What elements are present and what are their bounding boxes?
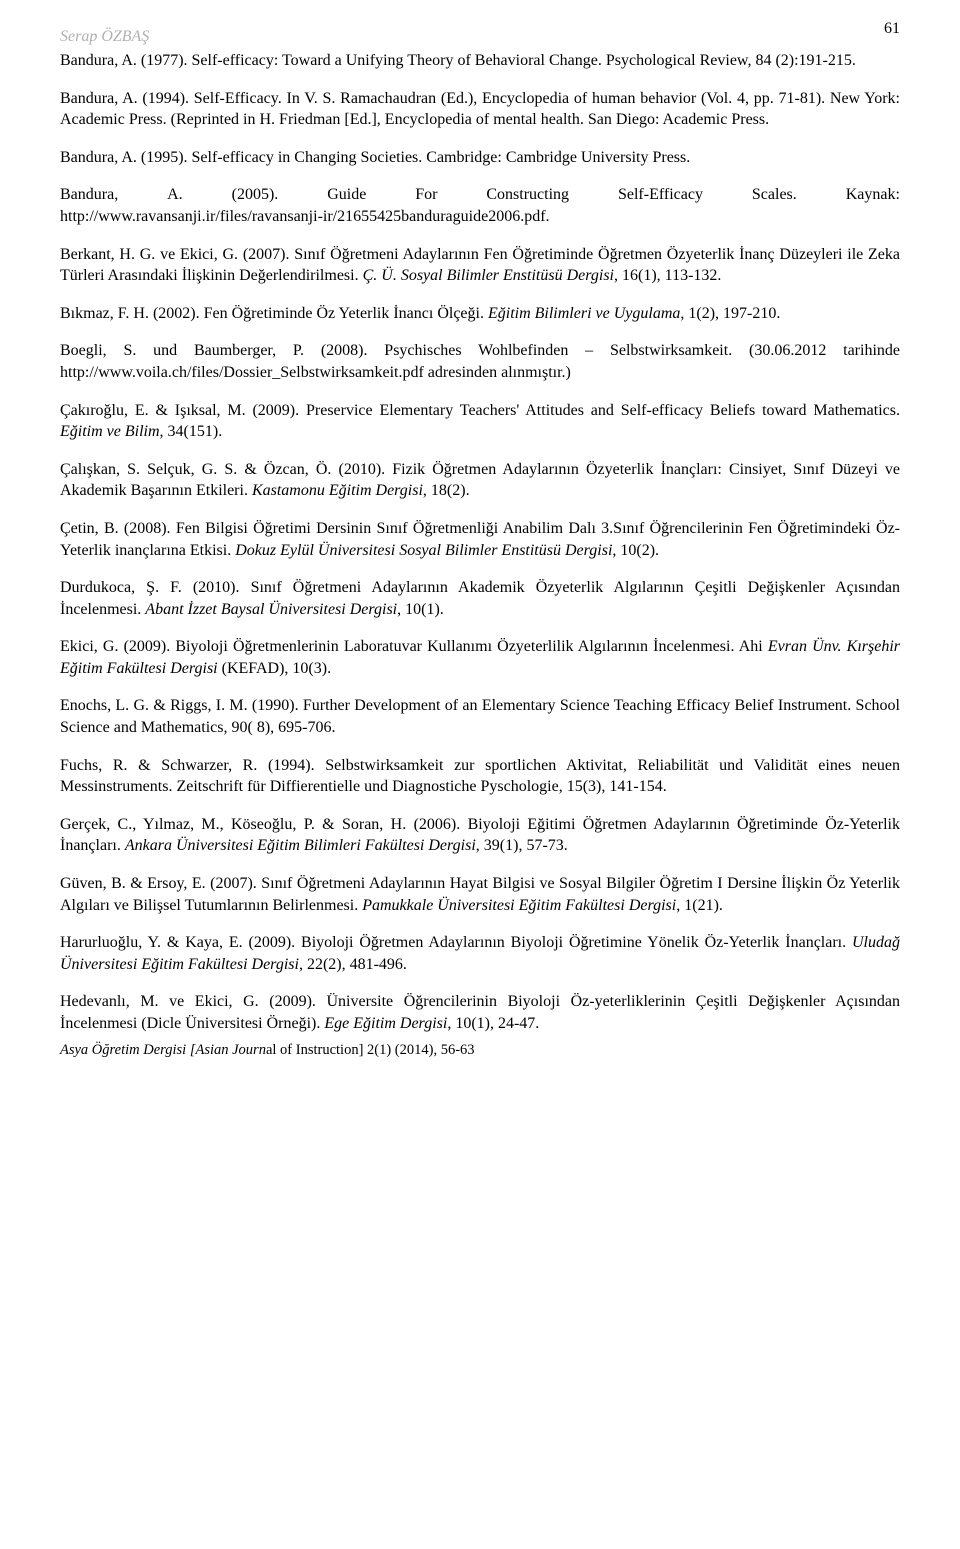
reference-entry: Bandura, A. (1977). Self-efficacy: Towar… [60,50,900,72]
reference-spread-line: Bandura, A. (2005). Guide For Constructing Sel… [60,184,900,206]
reference-word: A. [167,184,183,206]
reference-italic: Ankara Üniversitesi Eğitim Bilimleri Fak… [125,837,476,854]
reference-italic: Dokuz Eylül Üniversitesi Sosyal Bilimler… [235,542,612,559]
reference-text: Çakıroğlu, E. & Işıksal, M. (2009). Pres… [60,402,900,419]
reference-word: Guide [327,184,366,206]
reference-text: Ahi [739,638,768,655]
reference-text: Harurluoğlu, Y. & Kaya, E. (2009). Biyol… [60,934,852,951]
reference-text: , 10(1), 24-47. [447,1015,539,1032]
reference-text: , 34(151). [160,423,223,440]
reference-text: (KEFAD), 10(3). [218,660,331,677]
reference-entry: Enochs, L. G. & Riggs, I. M. (1990). Fur… [60,695,900,738]
reference-italic: Ege Eğitim Dergisi [324,1015,447,1032]
reference-entry: Güven, B. & Ersoy, E. (2007). Sınıf Öğre… [60,873,900,916]
reference-entry: Çakıroğlu, E. & Işıksal, M. (2009). Pres… [60,400,900,443]
reference-entry: Bandura, A. (1994). Self-Efficacy. In V.… [60,88,900,131]
reference-italic: Ç. Ü. Sosyal Bilimler Enstitüsü Dergisi [363,267,614,284]
reference-text: Bandura, A. (1995). Self-efficacy in Cha… [60,149,690,166]
reference-italic: Kastamonu Eğitim Dergisi [252,482,423,499]
reference-entry: Çetin, B. (2008). Fen Bilgisi Öğretimi D… [60,518,900,561]
reference-text: , 39(1), 57-73. [476,837,568,854]
reference-word: (2005). [232,184,279,206]
reference-entry: Hedevanlı, M. ve Ekici, G. (2009). Ünive… [60,991,900,1034]
reference-text: , 10(2). [612,542,659,559]
reference-text: Ekici, G. (2009). Biyoloji Öğretmenlerin… [60,638,739,655]
page-number: 61 [884,20,900,38]
reference-text: Boegli, S. und Baumberger, P. (2008). Ps… [60,342,900,381]
reference-word: Self-Efficacy [618,184,703,206]
footer-plain: al of Instruction] 2(1) (2014), 56-63 [266,1042,475,1058]
reference-word: Kaynak: [846,184,900,206]
reference-entry: Bandura, A. (1995). Self-efficacy in Cha… [60,147,900,169]
reference-text: Bandura, A. (1994). Self-Efficacy. In V.… [60,90,900,129]
reference-word: Scales. [752,184,797,206]
reference-text: , 1(2), 197-210. [680,305,780,322]
footer-journal: Asya Öğretim Dergisi [Asian Journal of I… [60,1042,475,1059]
reference-entry: Bıkmaz, F. H. (2002). Fen Öğretiminde Öz… [60,303,900,325]
reference-text: , 22(2), 481-496. [299,956,407,973]
reference-entry: Harurluoğlu, Y. & Kaya, E. (2009). Biyol… [60,932,900,975]
footer-italic: Asya Öğretim Dergisi [Asian Journ [60,1042,266,1058]
reference-text: Fuchs, R. & Schwarzer, R. (1994). Selbst… [60,757,900,796]
reference-italic: Eğitim Bilimleri ve Uygulama [488,305,680,322]
reference-text: http://www.ravansanji.ir/files/ravansanj… [60,208,550,225]
reference-italic: Eğitim ve Bilim [60,423,160,440]
reference-entry: Fuchs, R. & Schwarzer, R. (1994). Selbst… [60,755,900,798]
reference-entry: Boegli, S. und Baumberger, P. (2008). Ps… [60,340,900,383]
references-list: Bandura, A. (1977). Self-efficacy: Towar… [60,50,900,1035]
reference-text: Enochs, L. G. & Riggs, I. M. (1990). Fur… [60,697,900,736]
reference-text: , 1(21). [676,897,723,914]
reference-text: , 18(2). [423,482,470,499]
reference-entry: Durdukoca, Ş. F. (2010). Sınıf Öğretmeni… [60,577,900,620]
reference-entry: Berkant, H. G. ve Ekici, G. (2007). Sını… [60,244,900,287]
reference-entry: Gerçek, C., Yılmaz, M., Köseoğlu, P. & S… [60,814,900,857]
reference-italic: Abant İzzet Baysal Üniversitesi Dergisi [145,601,397,618]
reference-word: Constructing [486,184,569,206]
reference-text: Bıkmaz, F. H. (2002). Fen Öğretiminde Öz… [60,305,488,322]
reference-text: , 16(1), 113-132. [614,267,721,284]
reference-entry: Ekici, G. (2009). Biyoloji Öğretmenlerin… [60,636,900,679]
reference-word: Bandura, [60,184,118,206]
reference-text: Çalışkan, S. Selçuk, G. S. & Özcan, Ö. (… [60,461,900,500]
reference-entry: Çalışkan, S. Selçuk, G. S. & Özcan, Ö. (… [60,459,900,502]
reference-text: Bandura, A. (1977). Self-efficacy: Towar… [60,52,856,69]
document-page: Serap ÖZBAŞ 61 Bandura, A. (1977). Self-… [0,0,960,1079]
reference-italic: Pamukkale Üniversitesi Eğitim Fakültesi … [362,897,676,914]
running-head-author: Serap ÖZBAŞ [60,28,900,46]
reference-entry: Bandura, A. (2005). Guide For Constructing Sel… [60,184,900,227]
reference-text: , 10(1). [397,601,444,618]
reference-word: For [415,184,437,206]
